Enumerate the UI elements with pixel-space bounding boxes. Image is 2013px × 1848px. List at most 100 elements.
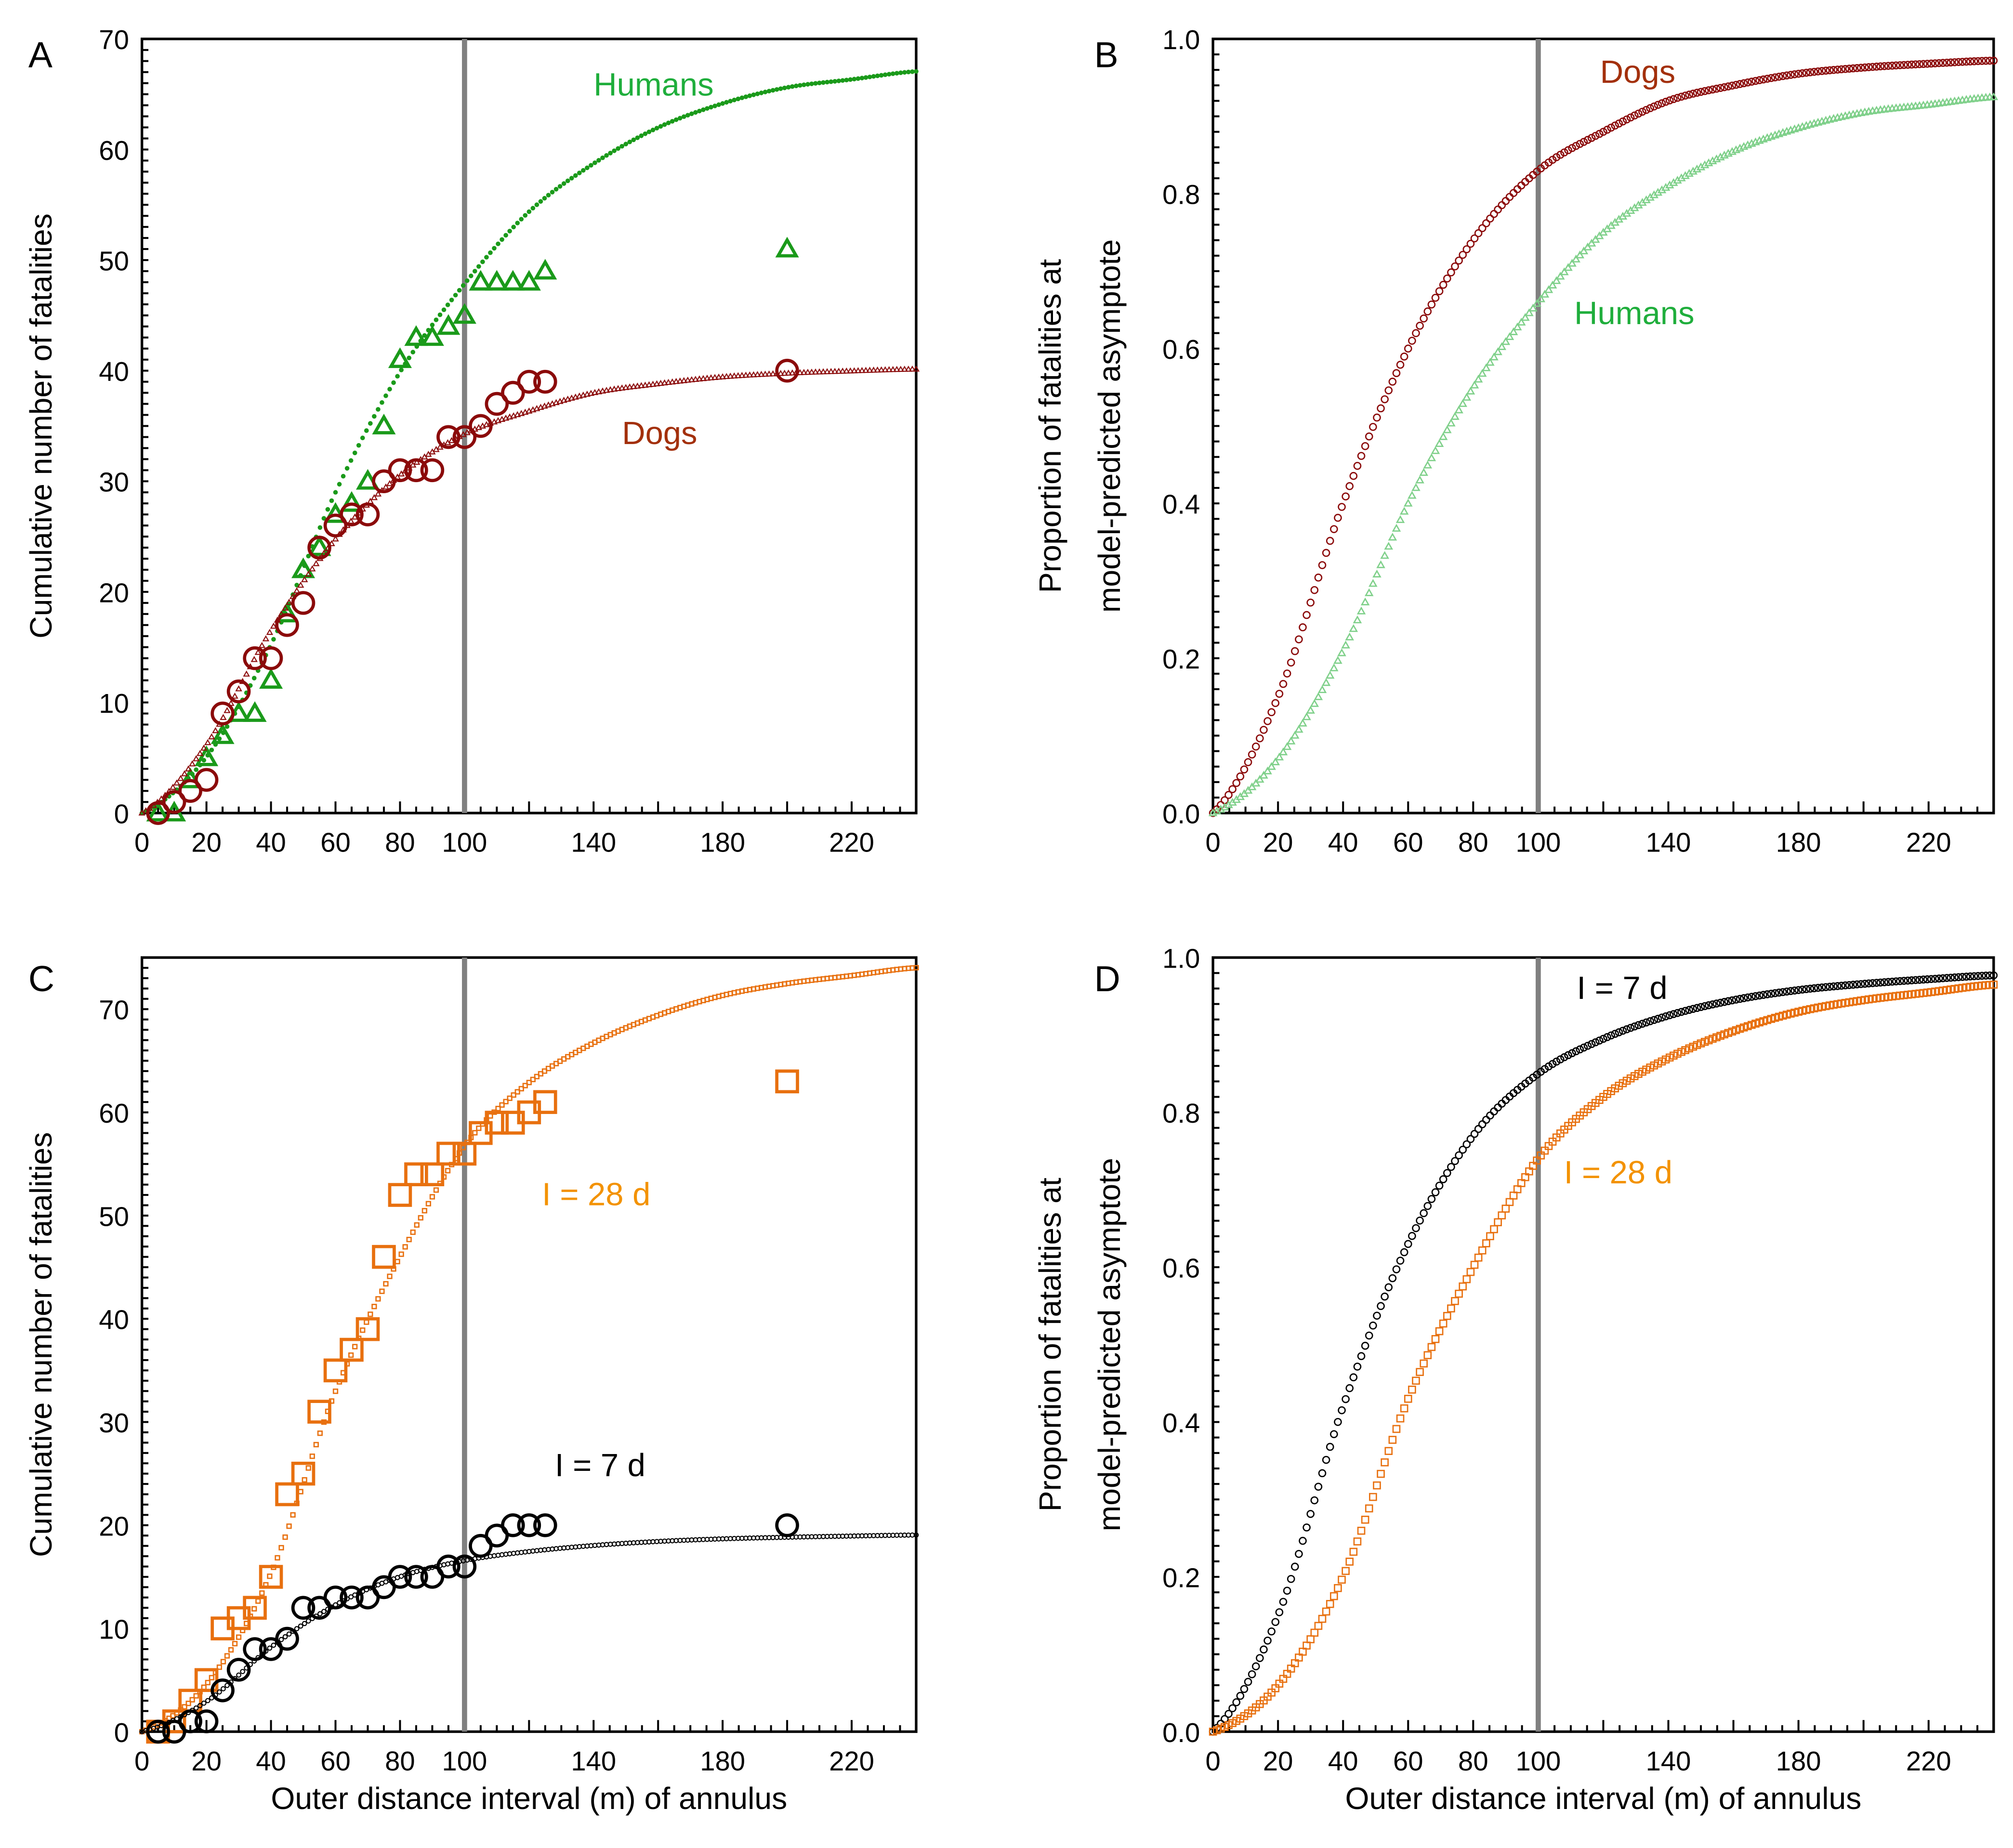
fit-point	[910, 69, 915, 74]
curve-point	[1388, 1274, 1397, 1283]
data-point	[452, 1141, 477, 1166]
fit-point	[654, 126, 659, 131]
curve-point	[1743, 993, 1752, 1002]
curve-point	[1716, 998, 1724, 1007]
data-point	[307, 536, 331, 560]
fit-point	[391, 380, 396, 385]
data-point	[533, 369, 557, 394]
data-point	[485, 1111, 509, 1135]
fit-point	[759, 91, 764, 95]
curve-point	[1283, 1586, 1291, 1595]
curve-point	[1576, 140, 1584, 148]
fit-point	[502, 414, 510, 421]
curve-point	[1599, 1035, 1607, 1043]
fit-point	[817, 80, 822, 86]
fit-point	[301, 576, 308, 582]
y-tick-label: 1.0	[1162, 944, 1200, 974]
curve-point	[1466, 1135, 1475, 1143]
fit-point	[523, 213, 528, 218]
curve-point	[1455, 1151, 1463, 1160]
fit-point	[658, 124, 663, 129]
fit-point	[739, 95, 745, 100]
curve-point	[1958, 973, 1967, 981]
fit-point	[302, 1621, 307, 1626]
curve-point	[1759, 75, 1768, 84]
fit-point	[585, 165, 590, 170]
curve-point	[1693, 89, 1701, 97]
curve-point	[1451, 262, 1459, 271]
fit-point	[511, 1092, 516, 1098]
curve-point	[1900, 61, 1908, 69]
data-point	[388, 1565, 412, 1589]
curve-point	[1681, 92, 1689, 100]
fit-point	[364, 428, 369, 433]
fit-point	[541, 402, 548, 409]
fit-point	[684, 376, 692, 383]
x-tick-label: 80	[385, 827, 415, 857]
curve-point	[1767, 74, 1776, 82]
fit-point	[591, 389, 599, 395]
curve-point	[1287, 1575, 1295, 1583]
data-point	[775, 236, 799, 258]
fit-point	[542, 196, 547, 201]
curve-point	[1431, 1188, 1440, 1196]
curve-point	[1849, 64, 1857, 73]
curve-point	[1478, 1120, 1487, 1128]
fit-point	[530, 206, 536, 211]
fit-point	[526, 209, 532, 214]
data-point	[194, 768, 219, 792]
curve-point	[1310, 1628, 1319, 1637]
fit-point	[549, 400, 556, 406]
fit-point	[480, 259, 485, 264]
curve-point	[1416, 1368, 1424, 1376]
fit-point	[786, 85, 791, 90]
curve-point	[1947, 973, 1955, 982]
fit-point	[321, 516, 327, 521]
y-tick-label: 0.8	[1162, 180, 1200, 210]
curve-point	[1439, 281, 1447, 289]
curve-point	[1396, 361, 1405, 369]
curve-point	[1325, 670, 1335, 679]
annotation-label: Dogs	[1600, 54, 1675, 90]
curve-point	[1342, 1567, 1350, 1575]
curve-point	[1978, 57, 1986, 65]
curve-point	[1911, 976, 1920, 984]
curve-point	[1435, 1327, 1444, 1336]
curve-point	[1228, 1704, 1237, 1713]
fit-point	[798, 83, 803, 88]
curve-point	[1494, 1218, 1502, 1227]
curve-point	[1470, 1260, 1479, 1269]
y-axis-label: model-predicted asymptote	[1092, 239, 1127, 613]
fit-point	[332, 535, 339, 542]
fit-point	[755, 91, 760, 96]
curve-point	[1810, 984, 1818, 993]
curve-point	[1302, 712, 1311, 721]
curve-point	[1670, 95, 1678, 104]
curve-point	[1552, 276, 1561, 284]
curve-point	[1439, 1175, 1447, 1183]
fit-point	[692, 376, 699, 382]
fit-point	[201, 1700, 207, 1706]
fit-point	[534, 1074, 540, 1079]
curve-point	[1689, 90, 1697, 98]
curve-point	[1661, 1012, 1670, 1021]
series-dogs	[138, 358, 920, 825]
curve-point	[1751, 77, 1760, 85]
curve-point	[1271, 699, 1280, 708]
data-point	[307, 1400, 331, 1424]
fit-point	[449, 298, 454, 302]
data-point	[420, 1162, 445, 1186]
curve-point	[1763, 75, 1772, 83]
curve-point	[1326, 1600, 1334, 1608]
y-tick-label: 60	[99, 1098, 129, 1128]
curve-point	[1345, 1384, 1354, 1392]
fit-point	[399, 367, 404, 373]
curve-point	[1778, 72, 1787, 80]
fit-point	[766, 89, 772, 94]
curve-point	[1259, 771, 1268, 779]
fit-point	[855, 367, 862, 373]
curve-point	[1904, 976, 1912, 985]
fit-point	[317, 525, 323, 530]
y-tick-label: 70	[99, 25, 129, 55]
fit-point	[600, 155, 605, 160]
